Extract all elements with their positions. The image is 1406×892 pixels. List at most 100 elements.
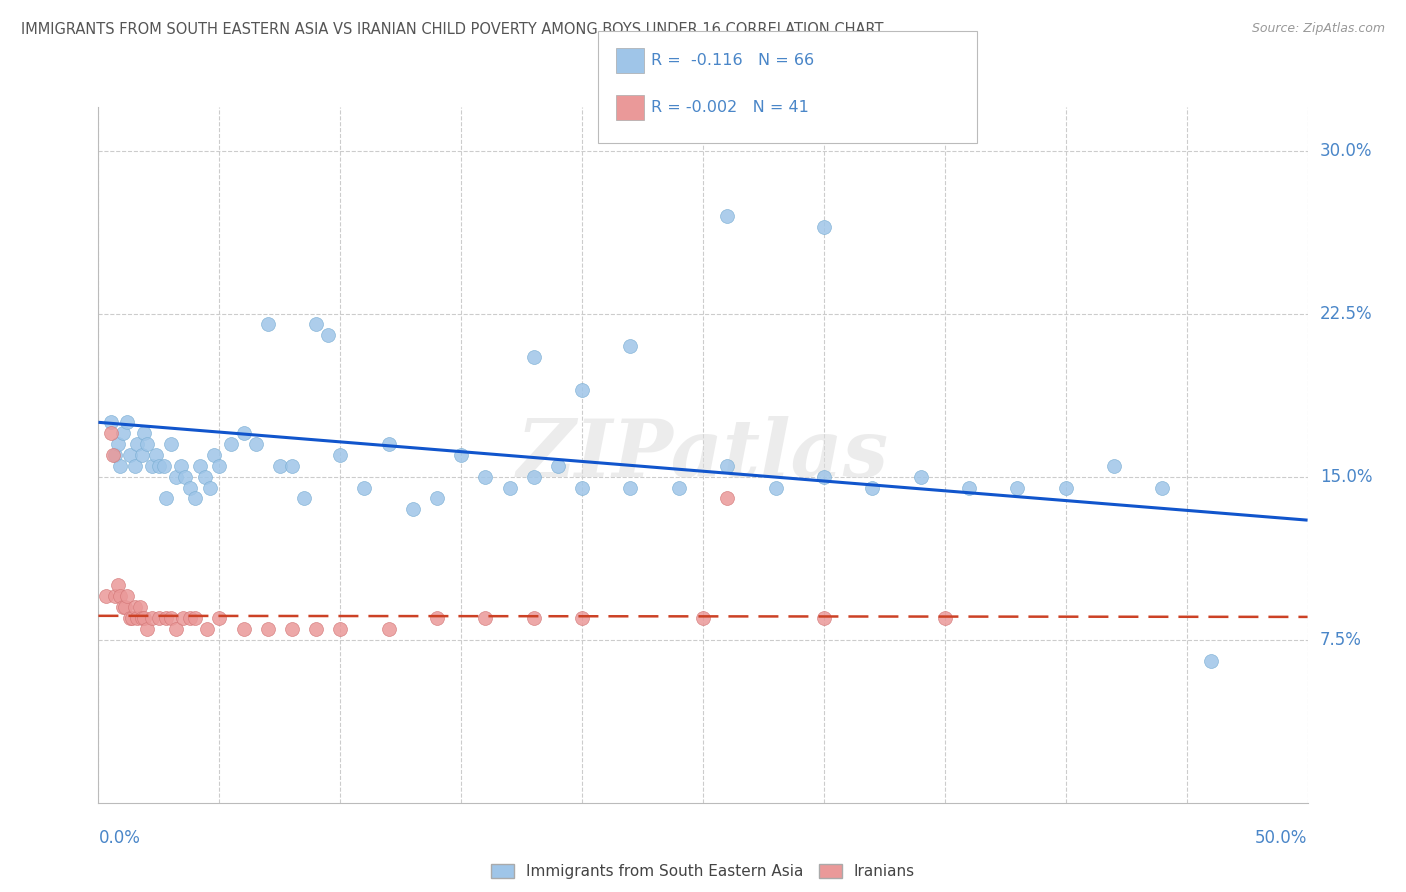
Point: [1054, 481, 1077, 495]
Point: [124, 458, 146, 473]
Legend: Immigrants from South Eastern Asia, Iranians: Immigrants from South Eastern Asia, Iran…: [485, 858, 921, 886]
Point: [281, 622, 304, 636]
Point: [131, 611, 153, 625]
Point: [245, 437, 267, 451]
Point: [619, 339, 641, 353]
Point: [305, 318, 328, 332]
Point: [619, 481, 641, 495]
Point: [221, 437, 243, 451]
Text: ZIPatlas: ZIPatlas: [517, 417, 889, 493]
Point: [204, 448, 226, 462]
Point: [174, 469, 197, 483]
Point: [716, 458, 738, 473]
Point: [104, 448, 127, 462]
Text: IMMIGRANTS FROM SOUTH EASTERN ASIA VS IRANIAN CHILD POVERTY AMONG BOYS UNDER 16 : IMMIGRANTS FROM SOUTH EASTERN ASIA VS IR…: [21, 22, 883, 37]
Point: [305, 622, 328, 636]
Point: [860, 481, 883, 495]
Point: [292, 491, 315, 506]
Point: [107, 578, 129, 592]
Point: [160, 437, 183, 451]
Point: [194, 469, 217, 483]
Point: [474, 611, 496, 625]
Point: [135, 622, 157, 636]
Text: 7.5%: 7.5%: [1320, 631, 1361, 648]
Point: [118, 448, 141, 462]
Point: [813, 611, 835, 625]
Point: [152, 458, 174, 473]
Point: [155, 491, 177, 506]
Point: [172, 611, 194, 625]
Point: [128, 600, 150, 615]
Point: [571, 383, 593, 397]
Point: [108, 589, 131, 603]
Text: R = -0.002   N = 41: R = -0.002 N = 41: [651, 100, 808, 115]
Point: [155, 611, 177, 625]
Point: [94, 589, 117, 603]
Point: [100, 426, 122, 441]
Text: 15.0%: 15.0%: [1320, 467, 1372, 485]
Point: [121, 611, 143, 625]
Point: [232, 426, 254, 441]
Point: [692, 611, 714, 625]
Point: [813, 469, 835, 483]
Point: [165, 469, 187, 483]
Point: [165, 622, 187, 636]
Point: [1102, 458, 1125, 473]
Text: Source: ZipAtlas.com: Source: ZipAtlas.com: [1251, 22, 1385, 36]
Point: [426, 491, 449, 506]
Point: [188, 458, 211, 473]
Point: [101, 448, 124, 462]
Point: [426, 611, 449, 625]
Point: [184, 491, 207, 506]
Point: [208, 458, 231, 473]
Point: [107, 437, 129, 451]
Point: [179, 481, 201, 495]
Point: [329, 622, 352, 636]
Point: [377, 437, 399, 451]
Point: [281, 458, 304, 473]
Point: [377, 622, 399, 636]
Text: 30.0%: 30.0%: [1320, 142, 1372, 160]
Point: [910, 469, 932, 483]
Point: [195, 622, 218, 636]
Point: [716, 209, 738, 223]
Point: [131, 448, 153, 462]
Point: [134, 611, 156, 625]
Point: [160, 611, 183, 625]
Point: [111, 600, 134, 615]
Point: [256, 622, 278, 636]
Point: [353, 481, 375, 495]
Point: [145, 448, 167, 462]
Point: [169, 458, 191, 473]
Point: [269, 458, 291, 473]
Point: [208, 611, 231, 625]
Point: [179, 611, 201, 625]
Point: [571, 611, 593, 625]
Point: [141, 458, 163, 473]
Point: [184, 611, 207, 625]
Point: [111, 426, 134, 441]
Point: [118, 611, 141, 625]
Point: [547, 458, 569, 473]
Point: [329, 448, 352, 462]
Point: [765, 481, 787, 495]
Point: [134, 426, 156, 441]
Point: [148, 611, 170, 625]
Text: R =  -0.116   N = 66: R = -0.116 N = 66: [651, 53, 814, 68]
Point: [104, 589, 127, 603]
Point: [127, 437, 149, 451]
Point: [523, 611, 546, 625]
Point: [934, 611, 956, 625]
Point: [108, 458, 131, 473]
Text: 0.0%: 0.0%: [98, 829, 141, 847]
Point: [523, 350, 546, 364]
Point: [474, 469, 496, 483]
Point: [498, 481, 520, 495]
Point: [100, 415, 122, 429]
Point: [124, 600, 146, 615]
Point: [716, 491, 738, 506]
Point: [1199, 655, 1222, 669]
Point: [402, 502, 425, 516]
Point: [117, 589, 139, 603]
Point: [1007, 481, 1029, 495]
